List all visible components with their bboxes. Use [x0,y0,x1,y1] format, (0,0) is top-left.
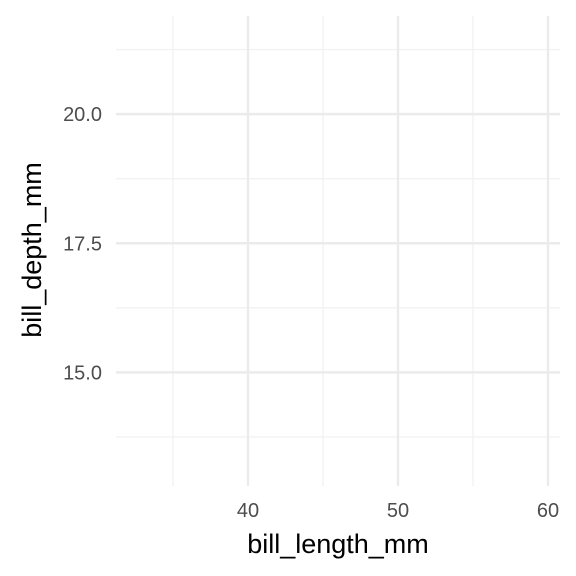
y-axis-ticks: 15.0 17.5 20.0 [63,104,102,384]
y-tick-label: 15.0 [63,362,102,384]
y-axis-title: bill_depth_mm [17,162,47,338]
x-tick-label: 40 [237,500,259,522]
x-axis-ticks: 40 50 60 [237,500,559,522]
major-grid [116,16,560,486]
y-tick-label: 20.0 [63,104,102,126]
x-axis-title: bill_length_mm [247,529,429,559]
y-tick-label: 17.5 [63,233,102,255]
x-tick-label: 50 [387,500,409,522]
minor-grid [116,16,560,486]
x-tick-label: 60 [537,500,559,522]
